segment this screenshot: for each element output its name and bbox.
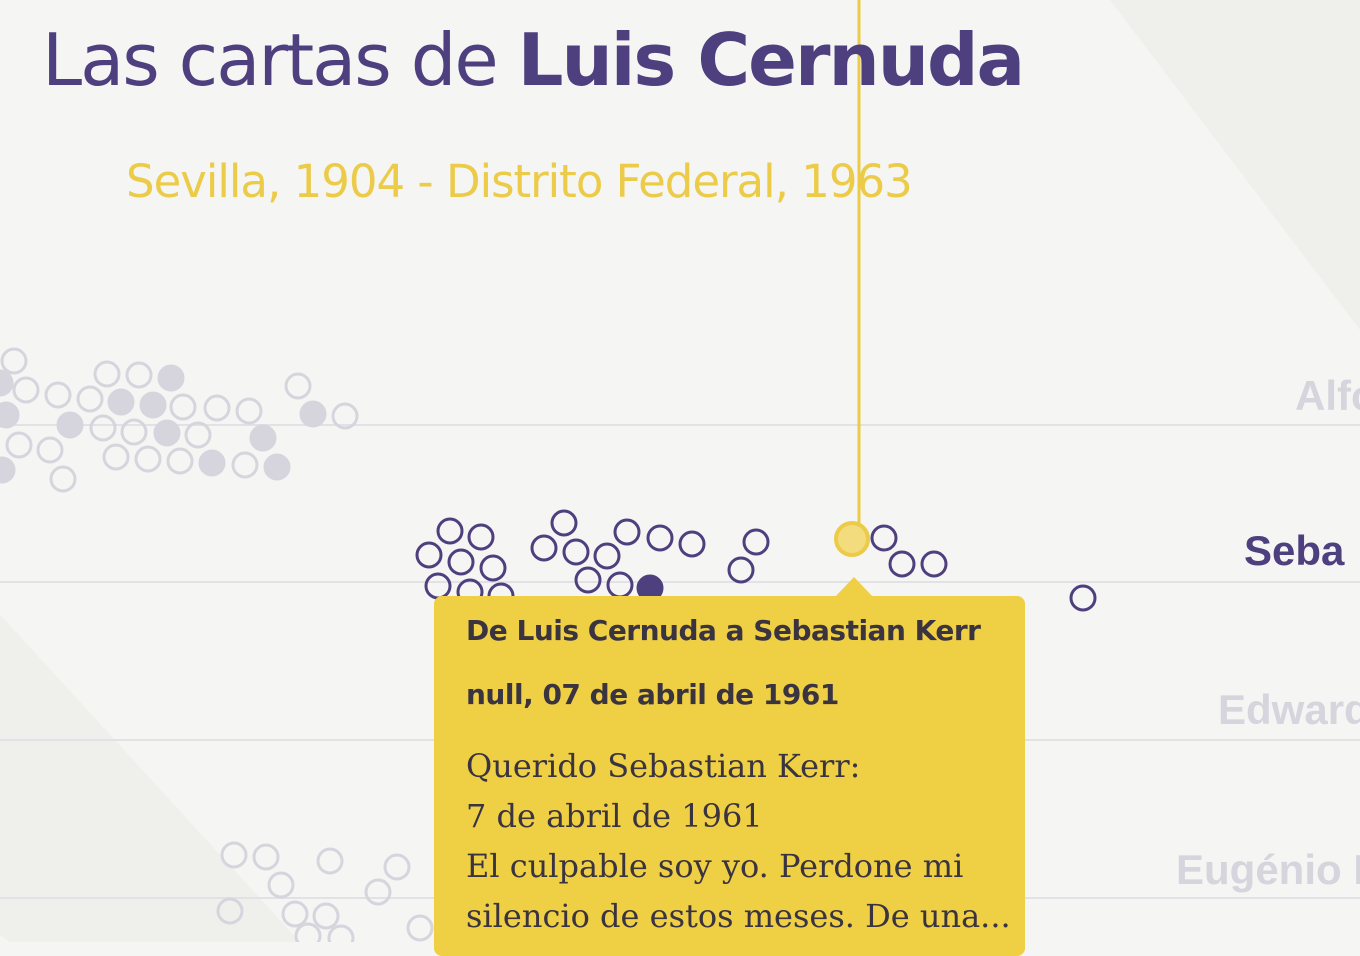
letter-dot[interactable] [284, 372, 312, 400]
letter-dot[interactable] [120, 418, 148, 446]
letter-dot[interactable] [184, 421, 212, 449]
letter-dot[interactable] [888, 550, 916, 578]
letter-dot[interactable] [169, 393, 197, 421]
letter-dot[interactable] [424, 572, 452, 600]
letter-dot[interactable] [364, 878, 392, 906]
letter-dot[interactable] [613, 518, 641, 546]
letter-dot[interactable] [447, 548, 475, 576]
letter-dot[interactable] [479, 554, 507, 582]
letter-dot[interactable] [316, 847, 344, 875]
letter-dot[interactable] [920, 550, 948, 578]
letter-dot[interactable] [281, 900, 309, 928]
letter-dot[interactable] [0, 401, 20, 429]
letter-dot[interactable] [249, 424, 277, 452]
row-label-alfo[interactable]: Alfo [1295, 372, 1360, 419]
letter-dot[interactable] [331, 402, 359, 430]
letter-dot[interactable] [203, 394, 231, 422]
row-label-edward[interactable]: Edward [1218, 686, 1360, 733]
letter-dot[interactable] [550, 509, 578, 537]
letter-dots [0, 347, 1097, 942]
letter-dot[interactable] [76, 385, 104, 413]
selected-letter-dot[interactable] [834, 521, 870, 557]
letter-dot[interactable] [467, 523, 495, 551]
letter-dot[interactable] [574, 566, 602, 594]
letter-dot[interactable] [216, 897, 244, 925]
letter-dot[interactable] [0, 347, 28, 375]
letter-dot[interactable] [102, 443, 130, 471]
letter-dot[interactable] [606, 571, 634, 599]
letter-dot[interactable] [0, 369, 14, 397]
letter-dot[interactable] [44, 381, 72, 409]
letter-dot[interactable] [593, 542, 621, 570]
page-subtitle: Sevilla, 1904 - Distrito Federal, 1963 [126, 155, 913, 208]
letter-dot[interactable] [125, 361, 153, 389]
row-label-seba[interactable]: Seba [1244, 527, 1345, 574]
letter-dot[interactable] [870, 524, 898, 552]
letter-dot[interactable] [139, 391, 167, 419]
letter-dot[interactable] [530, 534, 558, 562]
letter-dot[interactable] [231, 451, 259, 479]
tooltip-line: El culpable soy yo. Perdone mi [466, 847, 964, 885]
tooltip-pointer [835, 577, 873, 597]
tooltip-line: 7 de abril de 1961 [466, 797, 763, 835]
letter-dot[interactable] [12, 376, 40, 404]
letter-dot[interactable] [0, 456, 16, 484]
letter-dot[interactable] [1069, 584, 1097, 612]
letter-dot[interactable] [56, 411, 84, 439]
tooltip-line: Querido Sebastian Kerr: [466, 747, 861, 785]
title-prefix: Las cartas de [42, 18, 518, 102]
letter-dot[interactable] [299, 400, 327, 428]
letter-dot[interactable] [198, 449, 226, 477]
letter-dot[interactable] [678, 530, 706, 558]
letter-dot[interactable] [235, 397, 263, 425]
letter-dot[interactable] [166, 447, 194, 475]
tooltip-date: null, 07 de abril de 1961 [466, 678, 839, 711]
letter-dot[interactable] [727, 556, 755, 584]
letter-dot[interactable] [157, 364, 185, 392]
letter-dot[interactable] [107, 388, 135, 416]
letter-dot[interactable] [383, 853, 411, 881]
letter-dot[interactable] [312, 902, 340, 930]
letter-dot[interactable] [252, 843, 280, 871]
letter-dot[interactable] [263, 453, 291, 481]
letter-dot[interactable] [220, 841, 248, 869]
tooltip-heading: De Luis Cernuda a Sebastian Kerr [466, 614, 981, 647]
row-label-eugenio[interactable]: Eugénio I [1176, 846, 1360, 893]
letter-dot[interactable] [294, 922, 322, 942]
letter-dot[interactable] [267, 871, 295, 899]
letter-dot[interactable] [742, 528, 770, 556]
tooltip-line: silencio de estos meses. De una... [466, 897, 1011, 935]
letter-dot[interactable] [36, 436, 64, 464]
letter-dot[interactable] [134, 445, 162, 473]
letter-tooltip: De Luis Cernuda a Sebastian Kerr null, 0… [434, 596, 1025, 956]
letter-dot[interactable] [5, 431, 33, 459]
page-title: Las cartas de Luis Cernuda [42, 18, 1026, 102]
tooltip-excerpt: Querido Sebastian Kerr: 7 de abril de 19… [466, 741, 1011, 941]
letter-dot[interactable] [89, 414, 117, 442]
letter-dot[interactable] [327, 924, 355, 942]
letter-dot[interactable] [646, 524, 674, 552]
letter-dot[interactable] [562, 538, 590, 566]
letter-dot[interactable] [153, 419, 181, 447]
title-name: Luis Cernuda [517, 18, 1026, 102]
letter-dot[interactable] [49, 465, 77, 493]
letter-dot[interactable] [93, 360, 121, 388]
letter-dot[interactable] [436, 517, 464, 545]
letter-dot[interactable] [415, 541, 443, 569]
letter-dot[interactable] [406, 914, 434, 942]
